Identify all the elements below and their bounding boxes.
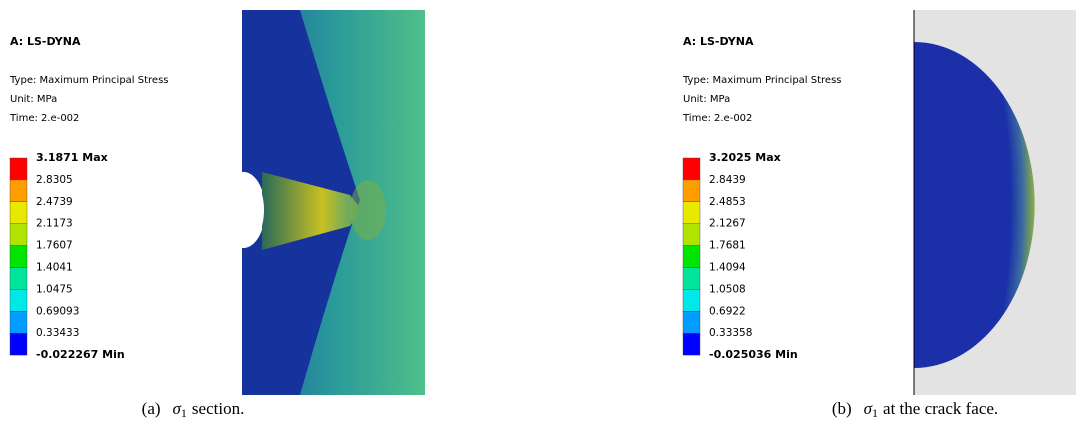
legend-label: 2.1267 [709, 218, 746, 230]
legend-label: 3.2025 Max [709, 151, 781, 164]
legend-label: -0.022267 Min [36, 348, 125, 361]
caption-label: (a) [142, 399, 161, 418]
legend-swatch [683, 180, 700, 202]
mesh-image-b [914, 10, 1076, 395]
legend-swatch [10, 202, 27, 224]
figure: A: LS-DYNA Type: Maximum Principal Stress… [0, 0, 1081, 425]
legend-swatch [10, 311, 27, 333]
legend-label: 1.4094 [709, 262, 746, 274]
legend-label: 2.4739 [36, 196, 73, 208]
legend-label: 1.0475 [36, 283, 73, 295]
caption-subscript: 1 [181, 406, 187, 420]
legend-label: 0.6922 [709, 305, 746, 317]
result-unit: Unit: MPa [10, 94, 57, 105]
legend-swatch [683, 311, 700, 333]
legend-label: 1.0508 [709, 283, 746, 295]
result-unit: Unit: MPa [683, 94, 730, 105]
legend-label: 3.1871 Max [36, 151, 108, 164]
mesh-image-a [242, 10, 425, 395]
result-time: Time: 2.e-002 [682, 113, 752, 124]
legend-swatch [10, 224, 27, 246]
result-header: A: LS-DYNA [10, 35, 81, 48]
result-type: Type: Maximum Principal Stress [682, 75, 842, 86]
legend-swatch [683, 158, 700, 180]
legend-swatch [683, 224, 700, 246]
legend-swatch [10, 158, 27, 180]
legend-swatch [683, 289, 700, 311]
legend-label: 0.33358 [709, 327, 752, 339]
caption-subscript: 1 [872, 406, 878, 420]
legend-label: 2.4853 [709, 196, 746, 208]
result-header: A: LS-DYNA [683, 35, 754, 48]
legend-label: 1.4041 [36, 262, 73, 274]
legend-label: 0.69093 [36, 305, 79, 317]
legend-label: 1.7607 [36, 240, 73, 252]
legend-swatch [683, 246, 700, 268]
legend-label: 2.8305 [36, 174, 73, 186]
legend-swatch [10, 246, 27, 268]
legend-swatch [683, 268, 700, 290]
legend-swatch [683, 202, 700, 224]
legend-label: 2.8439 [709, 174, 746, 186]
legend-swatch [10, 268, 27, 290]
legend-swatch [10, 180, 27, 202]
caption-text: section. [192, 399, 244, 418]
caption-text: at the crack face. [883, 399, 998, 418]
legend-label: 0.33433 [36, 327, 79, 339]
legend-swatch [10, 289, 27, 311]
legend-label: 2.1173 [36, 218, 73, 230]
result-time: Time: 2.e-002 [9, 113, 79, 124]
legend-label: -0.025036 Min [709, 348, 798, 361]
legend-swatch [10, 333, 27, 355]
legend-label: 1.7681 [709, 240, 746, 252]
legend-swatch [683, 333, 700, 355]
result-type: Type: Maximum Principal Stress [9, 75, 169, 86]
caption-label: (b) [832, 399, 852, 418]
